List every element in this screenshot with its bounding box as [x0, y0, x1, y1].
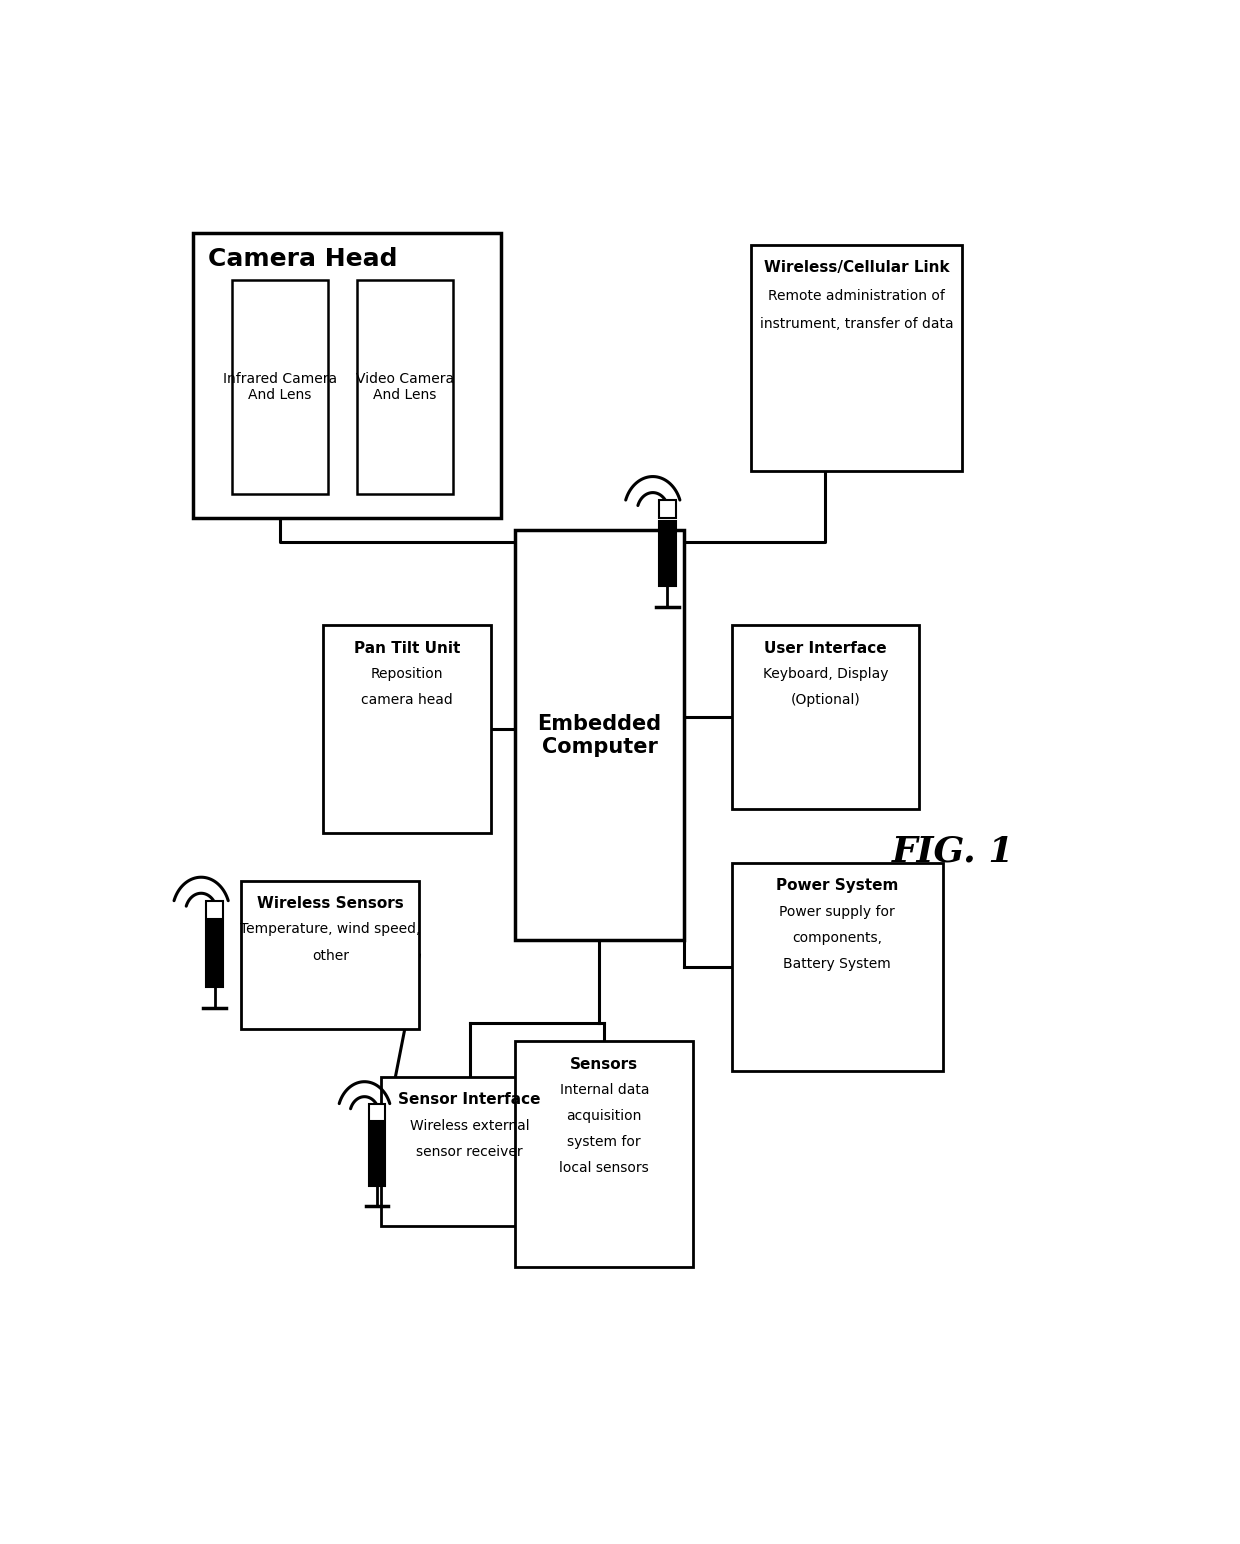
Bar — [206, 902, 223, 919]
Text: Pan Tilt Unit: Pan Tilt Unit — [355, 641, 460, 656]
Text: Camera Head: Camera Head — [208, 247, 397, 272]
Bar — [658, 500, 676, 519]
Text: Power System: Power System — [776, 879, 899, 894]
Text: Embedded
Computer: Embedded Computer — [537, 713, 661, 757]
Text: Keyboard, Display: Keyboard, Display — [763, 667, 888, 681]
Text: Power supply for: Power supply for — [780, 905, 895, 919]
Text: Infrared Camera
And Lens: Infrared Camera And Lens — [223, 372, 337, 403]
Bar — [242, 880, 419, 1030]
Text: Reposition: Reposition — [371, 667, 444, 681]
Text: components,: components, — [792, 931, 883, 945]
Text: Sensor Interface: Sensor Interface — [398, 1093, 541, 1107]
Bar — [193, 233, 501, 519]
Bar — [206, 922, 223, 987]
Bar — [357, 281, 453, 494]
Bar — [751, 244, 962, 471]
Text: Wireless Sensors: Wireless Sensors — [257, 896, 404, 911]
Bar — [368, 1124, 386, 1186]
Text: (Optional): (Optional) — [790, 693, 861, 707]
Text: Internal data: Internal data — [559, 1082, 649, 1096]
Text: Remote administration of: Remote administration of — [768, 289, 945, 303]
Text: local sensors: local sensors — [559, 1161, 650, 1175]
Text: other: other — [312, 948, 348, 962]
Bar — [368, 1104, 386, 1121]
Bar — [516, 1041, 693, 1268]
Bar — [516, 530, 683, 940]
Bar — [324, 625, 491, 834]
Text: Video Camera
And Lens: Video Camera And Lens — [356, 372, 454, 403]
Bar — [732, 625, 919, 809]
Text: Temperature, wind speed,: Temperature, wind speed, — [241, 922, 420, 936]
Text: sensor receiver: sensor receiver — [417, 1144, 523, 1158]
Text: system for: system for — [568, 1135, 641, 1149]
Bar — [732, 863, 942, 1072]
Text: camera head: camera head — [361, 693, 453, 707]
Text: acquisition: acquisition — [567, 1109, 642, 1122]
Bar — [232, 281, 327, 494]
Text: Sensors: Sensors — [570, 1056, 639, 1072]
Text: User Interface: User Interface — [764, 641, 887, 656]
Text: Battery System: Battery System — [784, 957, 892, 971]
Bar — [658, 520, 676, 585]
Text: Wireless/Cellular Link: Wireless/Cellular Link — [764, 261, 950, 275]
Text: instrument, transfer of data: instrument, transfer of data — [760, 317, 954, 332]
Text: Wireless external: Wireless external — [410, 1118, 529, 1133]
Bar — [381, 1078, 558, 1226]
Text: FIG. 1: FIG. 1 — [892, 834, 1014, 868]
